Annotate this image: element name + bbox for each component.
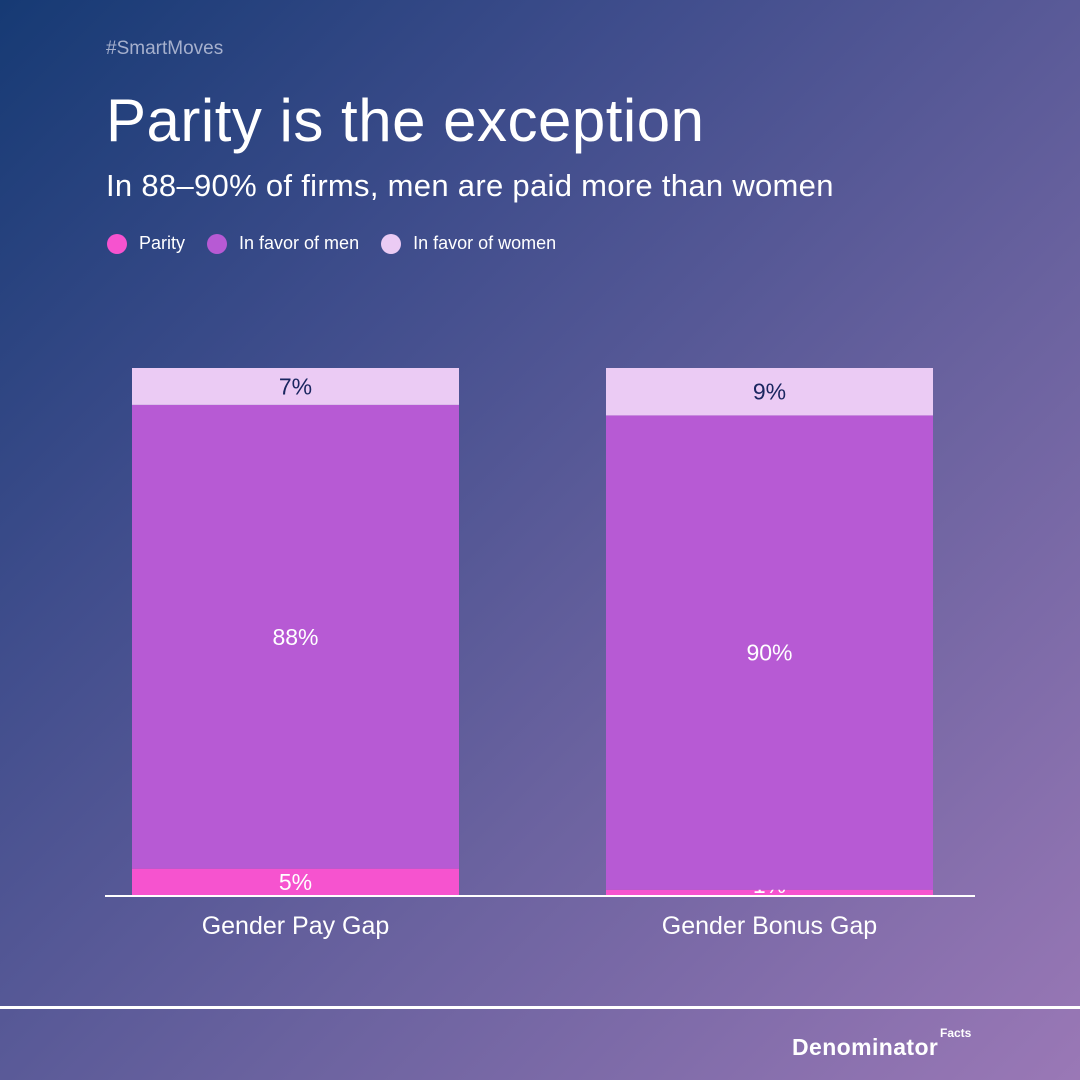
chart-title: Parity is the exception (106, 87, 705, 154)
hashtag: #SmartMoves (106, 38, 224, 59)
legend-swatch-men (207, 233, 228, 254)
data-label-0-0: 5% (279, 869, 312, 895)
bar-segment-2-1 (606, 368, 933, 416)
category-label-0: Gender Pay Gap (202, 912, 390, 940)
legend-label-men: In favor of men (239, 233, 360, 253)
bar-segment-1-0 (132, 404, 459, 869)
legend-swatch-women (381, 233, 402, 254)
category-label-1: Gender Bonus Gap (662, 912, 877, 940)
data-label-2-0: 7% (279, 373, 312, 399)
data-label-1-0: 88% (272, 624, 318, 650)
brand-logo: Denominator (792, 1034, 939, 1060)
stacked-bar-chart: 5%88%7%Gender Pay Gap1%90%9%Gender Bonus… (132, 368, 933, 940)
legend-swatch-parity (107, 233, 127, 254)
legend-item-men: In favor of men (207, 233, 359, 254)
legend-label-parity: Parity (139, 233, 186, 253)
footer-divider (0, 1006, 1080, 1009)
bar-segment-2-0 (132, 368, 459, 405)
bar-segment-1-1 (606, 415, 933, 890)
data-label-2-1: 9% (753, 379, 786, 405)
legend-item-parity: Parity (107, 233, 185, 254)
chart-subtitle: In 88–90% of firms, men are paid more th… (106, 168, 834, 203)
bar-segment-0-0 (132, 868, 459, 895)
data-label-1-1: 90% (746, 640, 792, 666)
brand-logo-sup: Facts (940, 1026, 972, 1040)
legend-item-women: In favor of women (381, 233, 556, 254)
bar-segment-0-1 (606, 889, 933, 895)
legend-label-women: In favor of women (413, 233, 557, 253)
legend: Parity In favor of men In favor of women (107, 233, 578, 254)
